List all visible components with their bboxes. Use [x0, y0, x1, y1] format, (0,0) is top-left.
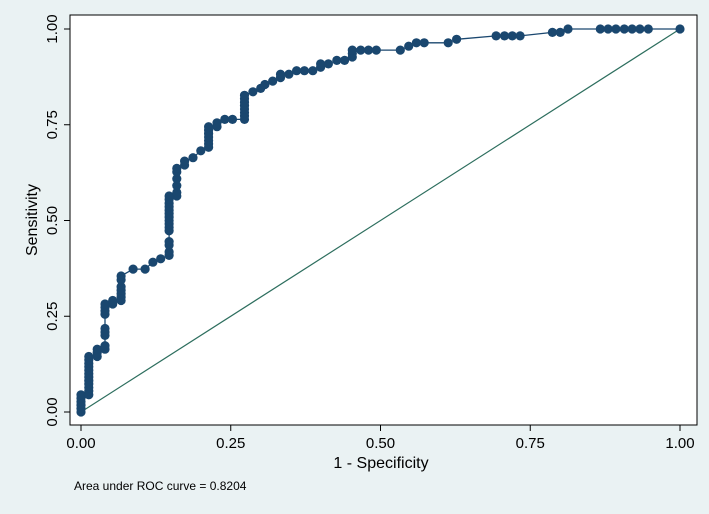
roc-point — [563, 24, 573, 34]
roc-point — [411, 38, 421, 48]
reference-diagonal-line — [80, 28, 681, 413]
roc-point — [172, 187, 182, 198]
roc-markers-layer — [76, 24, 685, 417]
roc-point — [547, 27, 558, 37]
roc-point — [196, 146, 206, 156]
roc-point — [116, 282, 126, 292]
roc-point — [84, 351, 94, 362]
x-axis: 0.00 0.25 0.50 0.75 1.00 — [66, 424, 697, 452]
x-tick-label: 0.00 — [66, 435, 95, 452]
x-tick-label: 0.50 — [366, 435, 395, 452]
roc-point — [260, 79, 270, 90]
roc-point — [555, 27, 565, 37]
roc-point — [148, 257, 158, 267]
roc-point — [172, 181, 182, 191]
roc-point — [100, 323, 110, 334]
roc-point — [140, 264, 150, 274]
y-tick-label: 0.75 — [44, 110, 61, 139]
roc-point — [371, 45, 381, 55]
roc-point — [356, 45, 366, 55]
roc-point — [108, 295, 118, 306]
roc-point — [204, 122, 214, 132]
roc-point — [239, 90, 250, 100]
roc-point — [419, 38, 429, 48]
roc-point — [164, 191, 174, 201]
roc-point — [491, 31, 501, 41]
roc-point — [116, 271, 126, 281]
roc-point — [363, 45, 374, 55]
roc-point — [275, 69, 286, 79]
x-tick-label: 0.25 — [216, 435, 245, 452]
plot-area — [69, 14, 698, 426]
roc-point — [452, 34, 462, 44]
roc-point — [172, 174, 182, 184]
roc-point — [92, 344, 102, 354]
x-axis-title: 1 - Specificity — [333, 455, 428, 472]
roc-point — [611, 24, 621, 34]
roc-point — [188, 153, 198, 163]
roc-point — [100, 341, 110, 351]
roc-point — [128, 264, 138, 274]
roc-point — [515, 31, 525, 41]
roc-point — [507, 31, 517, 41]
roc-point — [443, 38, 453, 48]
roc-point — [603, 24, 613, 34]
roc-point — [595, 24, 605, 34]
y-tick-label: 0.25 — [44, 302, 61, 331]
roc-point — [323, 59, 333, 69]
roc-point — [675, 24, 685, 34]
roc-point — [220, 114, 230, 124]
y-axis-title: Sensitivity — [24, 184, 41, 256]
y-tick-label: 0.50 — [44, 206, 61, 235]
roc-point — [172, 163, 182, 173]
roc-point — [316, 59, 326, 69]
roc-point — [227, 114, 238, 124]
x-tick-label: 0.75 — [516, 435, 545, 452]
roc-point — [292, 66, 302, 76]
roc-point — [156, 254, 166, 264]
y-tick-label: 1.00 — [44, 14, 61, 43]
y-tick-label: 0.00 — [44, 397, 61, 426]
roc-point — [308, 66, 318, 76]
roc-point — [627, 24, 637, 34]
roc-point — [299, 66, 309, 76]
roc-point — [284, 69, 294, 79]
roc-point — [100, 299, 110, 309]
roc-point — [164, 247, 174, 257]
roc-point — [347, 45, 357, 55]
roc-point — [619, 24, 629, 34]
reference-line-layer — [80, 28, 681, 413]
roc-point — [76, 390, 86, 400]
roc-point — [404, 41, 414, 51]
roc-point — [635, 24, 645, 34]
auc-note: Area under ROC curve = 0.8204 — [74, 479, 247, 493]
roc-point — [643, 24, 653, 34]
roc-point — [395, 45, 405, 55]
roc-point — [180, 156, 190, 166]
x-tick-label: 1.00 — [665, 435, 694, 452]
y-axis: 0.00 0.25 0.50 0.75 1.00 — [44, 14, 71, 427]
roc-point — [212, 118, 222, 128]
roc-point — [332, 55, 342, 65]
roc-point — [499, 31, 510, 41]
roc-point — [268, 76, 278, 86]
roc-point — [164, 237, 174, 247]
roc-point — [340, 55, 350, 65]
roc-point — [248, 87, 258, 97]
